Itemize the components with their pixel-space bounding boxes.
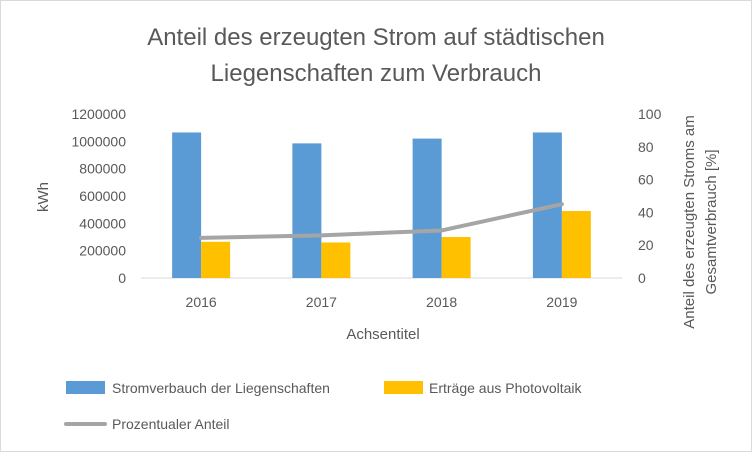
plot-area: 0 200000 400000 600000 800000 1000000 1200000 0… bbox=[71, 106, 661, 310]
y2-tick-label: 20 bbox=[638, 237, 654, 253]
x-axis-title: Achsentitel bbox=[346, 326, 419, 343]
y-tick-label: 1000000 bbox=[71, 133, 126, 149]
legend: Stromverbauch der Liegenschaften Erträge… bbox=[64, 380, 583, 432]
legend-swatch-stromverbrauch bbox=[66, 381, 105, 394]
legend-label-photovoltaik: Erträge aus Photovoltaik bbox=[429, 380, 583, 396]
bar-photovoltaik-2017 bbox=[321, 242, 351, 278]
legend-swatch-photovoltaik bbox=[384, 381, 423, 394]
y2-tick-label: 100 bbox=[638, 106, 662, 122]
y2-axis-title-line-2: Gesamtverbrauch [%] bbox=[703, 149, 720, 294]
line-prozentualer-anteil bbox=[199, 202, 564, 240]
y2-tick-label: 60 bbox=[638, 172, 654, 188]
y-tick-label: 0 bbox=[118, 270, 126, 286]
y-tick-label: 600000 bbox=[79, 188, 126, 204]
chart-title-line-2: Liegenschaften zum Verbrauch bbox=[211, 60, 542, 87]
chart-title-line-1: Anteil des erzeugten Strom auf städtisch… bbox=[147, 24, 605, 51]
bar-stromverbrauch-2017 bbox=[292, 143, 322, 278]
y-tick-label: 200000 bbox=[79, 243, 126, 259]
bar-stromverbrauch-2018 bbox=[412, 138, 442, 278]
x-tick-label: 2017 bbox=[306, 294, 337, 310]
legend-label-anteil: Prozentualer Anteil bbox=[112, 416, 230, 432]
legend-label-stromverbrauch: Stromverbauch der Liegenschaften bbox=[112, 380, 330, 396]
bar-photovoltaik-2018 bbox=[441, 237, 471, 278]
bar-photovoltaik-2019 bbox=[561, 211, 591, 278]
y2-axis-title-line-1: Anteil des erzeugten Stroms am bbox=[681, 115, 698, 328]
y-axis-title: kWh bbox=[35, 182, 52, 212]
x-tick-label: 2019 bbox=[546, 294, 577, 310]
y2-tick-label: 0 bbox=[638, 270, 646, 286]
bar-stromverbrauch-2016 bbox=[172, 132, 202, 278]
bar-photovoltaik-2016 bbox=[201, 241, 231, 278]
x-tick-label: 2016 bbox=[186, 294, 217, 310]
y-tick-label: 800000 bbox=[79, 161, 126, 177]
y2-tick-label: 40 bbox=[638, 204, 654, 220]
x-tick-label: 2018 bbox=[426, 294, 457, 310]
y-tick-label: 1200000 bbox=[71, 106, 126, 122]
y2-tick-label: 80 bbox=[638, 139, 654, 155]
y-tick-label: 400000 bbox=[79, 215, 126, 231]
